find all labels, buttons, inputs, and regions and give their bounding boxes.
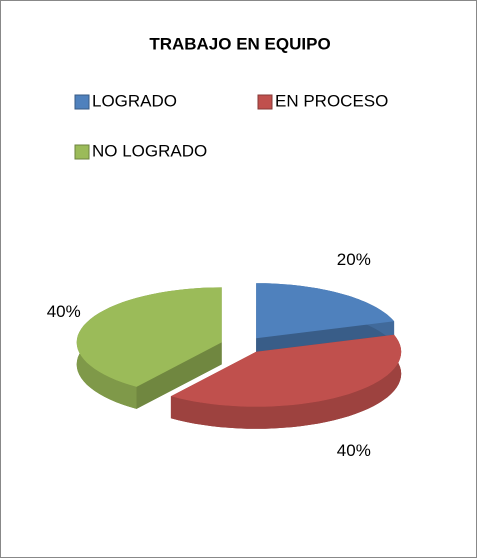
data-label: 20% [337,250,371,269]
pie-slice [256,283,395,339]
pie-slice [170,334,402,407]
chart-title: TRABAJO EN EQUIPO [149,34,330,53]
pie-slice-side [170,334,402,429]
legend-label: EN PROCESO [275,91,388,110]
legend-swatch [257,94,273,110]
legend-label: LOGRADO [92,91,177,110]
pie-slice [76,287,222,387]
pie-slice-side [136,342,222,409]
legend-swatch [74,144,90,160]
data-label: 40% [47,302,81,321]
legend-swatch [74,94,90,110]
data-label: 40% [337,441,371,460]
legend-label: NO LOGRADO [92,141,207,160]
